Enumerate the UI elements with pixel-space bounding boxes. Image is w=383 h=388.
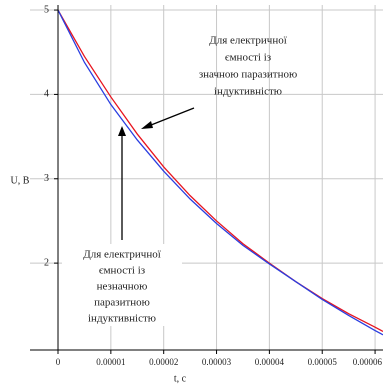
y-axis-label: U, B [11,175,30,186]
annotation-text: паразитною [94,297,150,309]
annotation-text: індуктивністю [214,86,282,98]
y-tick-label: 4 [44,89,49,100]
annotation-text: незначною [97,281,148,293]
plot-lines [57,9,383,336]
annotation-background [62,244,182,326]
annotation-text: Для електричної [83,249,162,261]
x-axis-label: t, c [174,373,187,384]
annotation-text: Для електричної [209,35,288,47]
y-tick-label: 3 [44,173,49,184]
annotation-2: Для електричної ємності із незначною пар… [62,126,182,326]
x-tick-label: 0.00003 [202,357,232,367]
arrow-head [141,121,153,129]
annotation-text: ємності із [99,265,145,277]
annotation-text: ємності із [225,52,271,64]
x-tick-label: 0 [56,357,61,367]
annotation-1: Для електричної ємності із значною параз… [141,35,297,129]
grid [30,5,383,350]
x-tick-label: 0.00005 [308,357,338,367]
y-tick-label: 2 [44,257,49,268]
annotation-text: індуктивністю [88,313,156,325]
series-line [57,9,383,336]
axes: 0 0.00001 0.00002 0.00003 0.00004 0.00005 0.00… [30,4,383,367]
arrow-head [118,126,126,136]
x-tick-label: 0.00006 [353,357,383,367]
arrow [145,107,195,128]
x-tick-label: 0.00001 [96,357,125,367]
y-tick-label: 5 [44,4,49,15]
x-tick-label: 0.00002 [149,357,178,367]
series-line [57,9,383,333]
annotation-text: значною паразитною [199,69,297,81]
x-tick-label: 0.00004 [255,357,285,367]
